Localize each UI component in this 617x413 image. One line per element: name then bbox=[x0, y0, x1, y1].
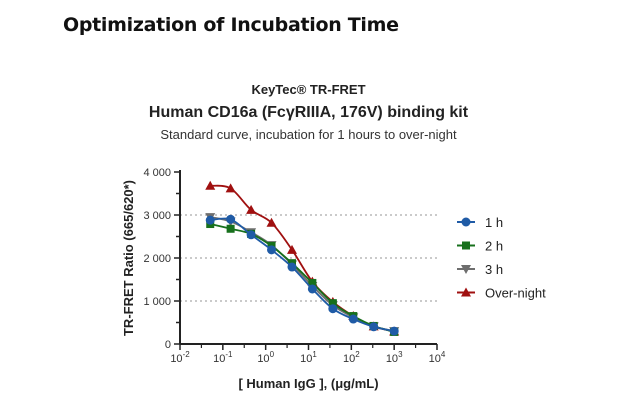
data-point bbox=[246, 230, 256, 240]
legend-label: 2 h bbox=[485, 239, 503, 254]
page-heading: Optimization of Incubation Time bbox=[63, 14, 399, 36]
legend-marker bbox=[461, 287, 471, 297]
y-tick-label: 4 000 bbox=[143, 167, 171, 179]
data-point bbox=[389, 326, 399, 336]
data-point bbox=[205, 180, 216, 190]
x-tick-label: 100 bbox=[257, 350, 274, 365]
data-point bbox=[348, 314, 358, 324]
legend-item: 3 h bbox=[457, 262, 503, 277]
series-line bbox=[210, 184, 395, 333]
series-1-h bbox=[205, 214, 399, 336]
x-tick-label: 103 bbox=[386, 350, 403, 365]
y-axis-label: TR-FRET Ratio (665/620*) bbox=[121, 180, 136, 336]
x-tick-label: 10-1 bbox=[213, 350, 233, 365]
x-tick-label: 10-2 bbox=[170, 350, 190, 365]
data-point bbox=[246, 204, 257, 214]
data-point bbox=[267, 245, 277, 255]
data-point bbox=[225, 183, 236, 193]
data-point bbox=[287, 262, 297, 272]
legend-label: 3 h bbox=[485, 262, 503, 277]
y-tick-label: 1 000 bbox=[143, 296, 171, 308]
data-point bbox=[287, 244, 298, 254]
data-point bbox=[307, 284, 317, 294]
data-point bbox=[205, 215, 215, 225]
chart-title: Human CD16a (FcγRIIIA, 176V) binding kit bbox=[148, 104, 469, 121]
legend-label: 1 h bbox=[485, 215, 503, 230]
legend-item: 1 h bbox=[457, 215, 503, 230]
x-tick-label: 101 bbox=[300, 350, 317, 365]
series-line bbox=[210, 223, 395, 333]
y-tick-label: 0 bbox=[165, 339, 171, 351]
series-line bbox=[210, 217, 395, 332]
legend-item: 2 h bbox=[457, 239, 503, 254]
legend-marker bbox=[461, 265, 471, 274]
x-tick-label: 104 bbox=[429, 350, 446, 365]
legend-marker bbox=[462, 241, 470, 250]
data-point bbox=[308, 278, 317, 287]
x-axis-label: [ Human IgG ], (μg/mL) bbox=[238, 376, 378, 391]
chart-subtitle: Standard curve, incubation for 1 hours t… bbox=[160, 127, 457, 142]
data-point bbox=[369, 322, 379, 332]
data-point bbox=[226, 214, 236, 224]
data-point bbox=[226, 224, 235, 233]
y-tick-label: 2 000 bbox=[143, 253, 171, 265]
data-point bbox=[328, 299, 337, 308]
legend-marker bbox=[461, 217, 471, 227]
data-point bbox=[266, 217, 277, 227]
chart-title-brand: KeyTec® TR-FRET bbox=[251, 82, 366, 97]
legend-label: Over-night bbox=[485, 286, 546, 301]
y-tick-label: 3 000 bbox=[143, 210, 171, 222]
x-tick-label: 102 bbox=[343, 350, 360, 365]
legend-item: Over-night bbox=[457, 286, 546, 301]
data-point bbox=[328, 304, 338, 314]
